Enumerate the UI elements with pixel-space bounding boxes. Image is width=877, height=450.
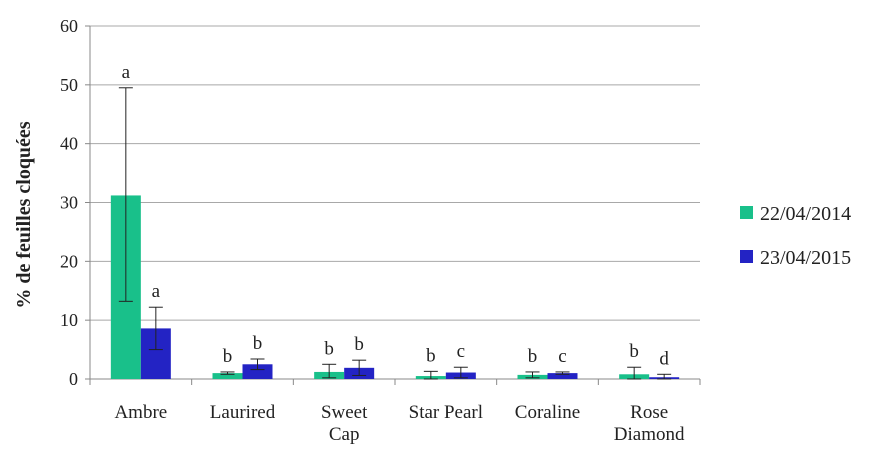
x-tick-label: Sweet (321, 402, 368, 423)
significance-letter: b (324, 338, 334, 359)
significance-letter: c (558, 346, 566, 367)
y-axis-label: % de feuilles cloquées (13, 121, 35, 308)
significance-letter: b (354, 334, 364, 355)
bars (110, 87, 680, 380)
y-tick-label: 50 (60, 75, 78, 95)
y-tick-label: 40 (60, 134, 78, 154)
x-tick-label: Rose (630, 402, 668, 423)
y-tick-label: 20 (60, 251, 78, 271)
y-tick-label: 0 (69, 369, 78, 389)
bar (547, 373, 578, 379)
x-tick-label: Cap (329, 424, 360, 445)
significance-letter: b (426, 345, 436, 366)
significance-letter: a (152, 281, 161, 302)
legend-swatch (740, 250, 753, 263)
significance-letter: b (528, 346, 538, 367)
x-tick-label: Diamond (614, 424, 685, 445)
significance-letter: b (223, 346, 233, 367)
legend-swatch (740, 206, 753, 219)
legend-label: 22/04/2014 (760, 203, 851, 225)
x-tick-label: Coraline (515, 402, 580, 423)
bar (212, 373, 243, 379)
bar (242, 364, 273, 379)
significance-letter: a (122, 62, 131, 83)
y-tick-label: 60 (60, 16, 78, 36)
significance-letter: c (457, 341, 465, 362)
y-tick-label: 10 (60, 310, 78, 330)
significance-letter: b (253, 333, 263, 354)
y-tick-label: 30 (60, 193, 78, 213)
x-tick-label: Star Pearl (409, 402, 483, 423)
axes: 0 10 20 30 40 50 60 (60, 16, 701, 389)
significance-letter: d (659, 348, 669, 369)
x-tick-label: Laurired (210, 402, 276, 423)
legend-label: 23/04/2015 (760, 247, 851, 269)
significance-letter: b (629, 341, 639, 362)
gridlines (90, 25, 700, 321)
x-tick-label: Ambre (114, 402, 167, 423)
legend: 22/04/2014 23/04/2015 (740, 203, 851, 269)
